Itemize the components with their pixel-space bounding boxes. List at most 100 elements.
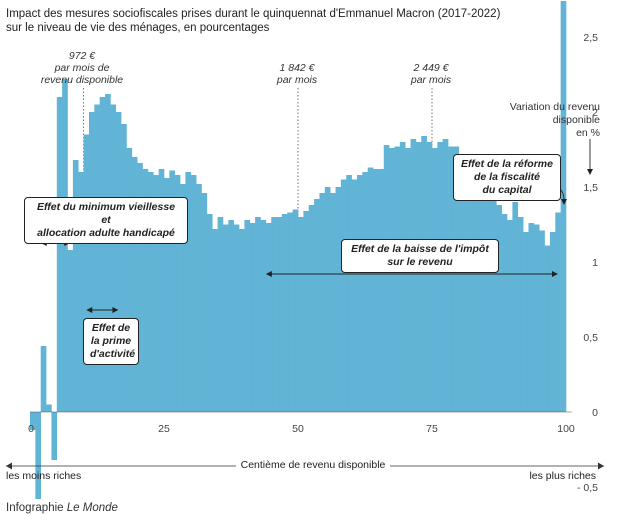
bar-centile-34: [206, 214, 213, 412]
x-tick-label: 75: [426, 423, 438, 435]
annotation-p10: 972 € par mois de revenu disponible: [40, 50, 124, 86]
y-tick-label: 1,5: [583, 182, 598, 194]
bar-centile-98: [549, 232, 556, 412]
bar-centile-49: [287, 212, 293, 412]
bar-centile-64: [367, 167, 374, 412]
chart-title-line2: sur le niveau de vie des ménages, en pou…: [6, 22, 270, 34]
bar-centile-17: [115, 112, 122, 412]
bar-centile-62: [356, 175, 363, 412]
bar-centile-44: [260, 220, 267, 412]
box-prime-line3: d'activité: [90, 348, 136, 360]
bar-centile-12: [88, 112, 95, 412]
y-tick-label: 0: [592, 407, 598, 419]
bar-centile-95: [533, 224, 540, 412]
bar-centile-66: [378, 169, 385, 412]
bar-centile-37: [222, 224, 229, 412]
bar-centile-36: [217, 217, 224, 412]
arrow-impot-revenu-head-right: [551, 271, 558, 277]
y-tick-label: 2: [592, 107, 598, 119]
annotation-box-fiscalite-capital: Effet de la réforme de la fiscalité du c…: [453, 154, 561, 201]
bar-centile-43: [255, 217, 261, 412]
bar-centile-97: [544, 245, 551, 412]
bar-centile-70: [399, 142, 406, 412]
annotation-box-impot-revenu: Effet de la baisse de l'impôt sur le rev…: [341, 239, 499, 273]
annotation-p50: 1 842 € par mois: [262, 62, 332, 86]
arrow-capital-head: [561, 199, 567, 205]
annotation-p75: 2 449 € par mois: [396, 62, 466, 86]
bar-centile-26: [164, 178, 170, 412]
bar-centile-59: [340, 179, 347, 412]
x-tick-label: 0: [28, 423, 34, 435]
bar-centile-13: [94, 104, 100, 412]
bar-centile-67: [383, 145, 390, 412]
bar-centile-31: [190, 175, 197, 412]
box-impot-line2: sur le revenu: [387, 256, 453, 268]
bars: [30, 1, 567, 499]
annotation-box-prime-activite: Effet de la prime d'activité: [83, 318, 139, 365]
annotation-p75-line2: par mois: [410, 74, 452, 86]
bottom-label-right: les plus riches: [529, 470, 596, 482]
bar-centile-19: [126, 148, 133, 412]
bar-centile-5: [51, 412, 58, 460]
arrow-impot-revenu-head-left: [265, 271, 272, 277]
bar-centile-21: [137, 163, 143, 412]
chart-title: Impact des mesures sociofiscales prises …: [6, 7, 606, 35]
bar-centile-92: [517, 217, 524, 412]
bar-centile-53: [308, 205, 315, 412]
bottom-label-left: les moins riches: [6, 470, 82, 482]
arrow-prime-activite-head-left: [86, 307, 93, 313]
bar-centile-38: [228, 220, 234, 412]
bar-centile-85: [480, 175, 486, 412]
bottom-axis-arrow-right: [598, 462, 604, 470]
annotation-p10-value: 972 €: [68, 50, 96, 62]
bar-centile-16: [110, 104, 117, 412]
bar-centile-29: [180, 184, 186, 412]
bar-centile-18: [121, 124, 127, 412]
annotation-p50-line2: par mois: [276, 74, 318, 86]
bar-centile-100: [560, 1, 567, 412]
bar-centile-39: [233, 224, 240, 412]
box-capital-line3: du capital: [482, 184, 532, 196]
arrow-ylabel-head: [587, 169, 593, 175]
bar-centile-80: [453, 146, 460, 412]
bar-centile-10: [78, 172, 84, 412]
bar-centile-42: [249, 223, 256, 412]
box-minimum-line1: Effet du minimum vieillesse et: [36, 201, 176, 226]
bar-centile-75: [426, 142, 433, 412]
bar-centile-52: [303, 211, 310, 412]
annotation-p75-value: 2 449 €: [413, 62, 449, 74]
y-axis-label-line1: Variation du revenu: [509, 101, 600, 113]
bar-centile-60: [346, 175, 352, 412]
bar-centile-30: [185, 172, 192, 412]
y-tick-label: - 0,5: [577, 482, 598, 494]
bar-centile-82: [464, 157, 470, 412]
bar-centile-47: [276, 217, 283, 412]
bar-centile-2: [35, 412, 42, 499]
bar-centile-46: [271, 217, 277, 412]
credit-prefix: Infographie: [6, 502, 67, 514]
bottom-axis-arrow-left: [6, 462, 12, 470]
annotation-box-minimum-vieillesse: Effet du minimum vieillesse et allocatio…: [24, 197, 188, 244]
bar-centile-1: [30, 412, 36, 430]
bar-centile-54: [314, 199, 320, 412]
credit-brand: Le Monde: [66, 502, 118, 514]
bar-centile-90: [507, 220, 513, 412]
bar-centile-9: [72, 160, 79, 412]
bar-centile-99: [555, 212, 561, 412]
bar-centile-28: [174, 175, 181, 412]
bar-centile-32: [196, 184, 202, 412]
bar-centile-93: [523, 232, 529, 412]
bar-centile-71: [405, 148, 411, 412]
bar-centile-58: [335, 187, 342, 412]
box-capital-line2: de la fiscalité: [474, 171, 540, 183]
arrow-prime-activite-head-right: [112, 307, 119, 313]
bottom-label-center: Centième de revenu disponible: [0, 459, 626, 471]
y-axis-label-line2: disponible: [552, 114, 600, 126]
box-prime-line2: la prime: [90, 335, 132, 347]
bar-centile-61: [351, 179, 358, 412]
bar-centile-78: [442, 139, 449, 412]
bar-centile-81: [458, 154, 465, 412]
bar-centile-83: [469, 163, 476, 412]
annotation-p50-value: 1 842 €: [279, 62, 315, 74]
bar-centile-25: [158, 169, 165, 412]
